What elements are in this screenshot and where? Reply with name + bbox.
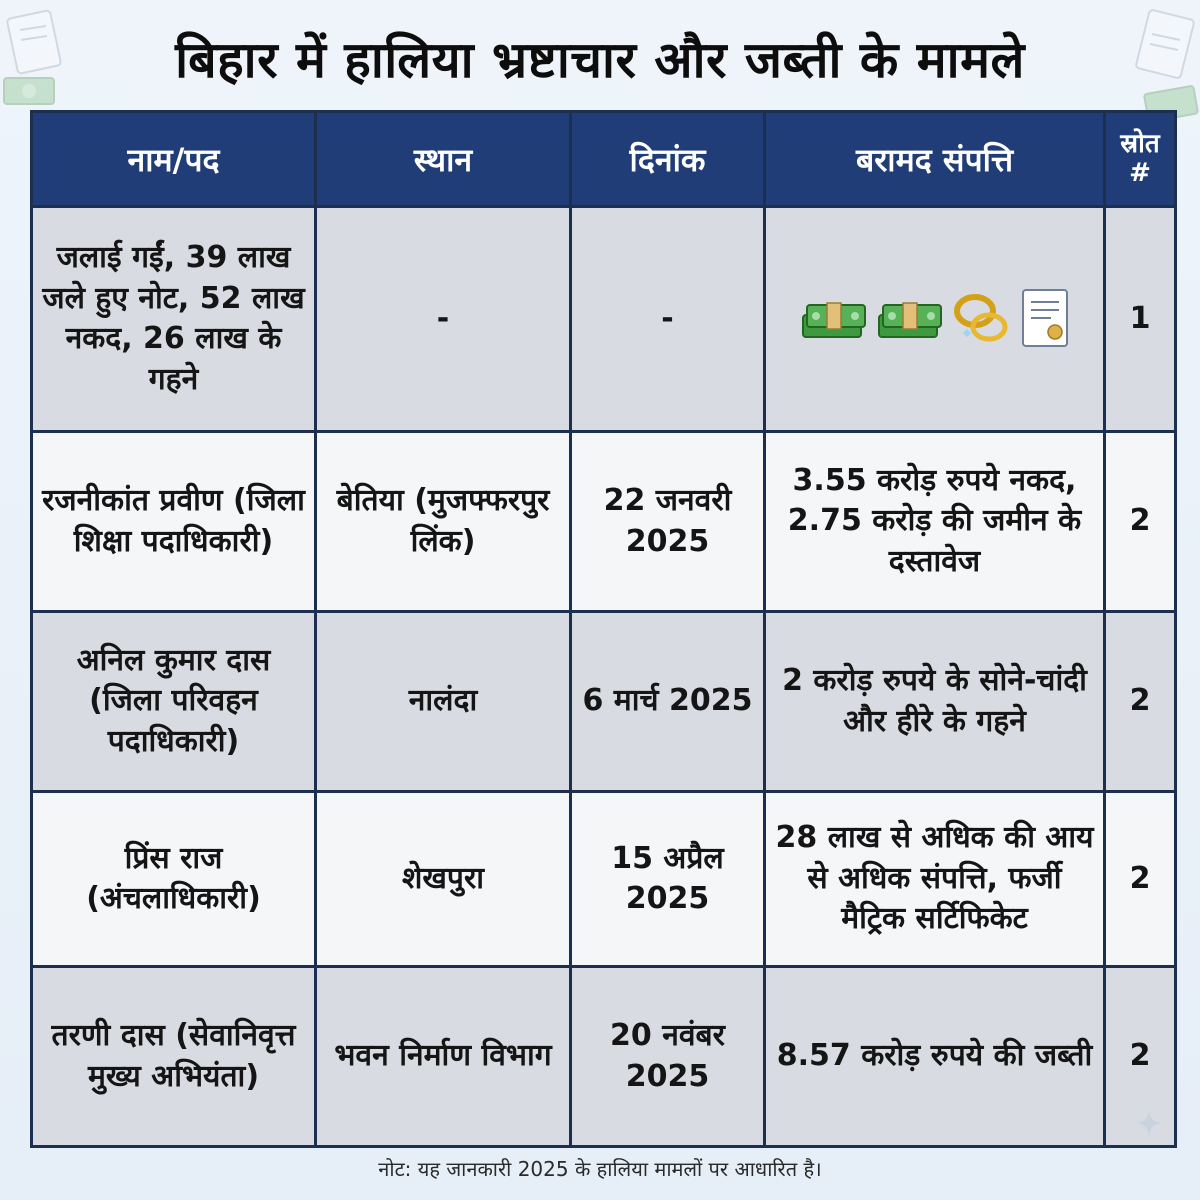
- column-header-assets: बरामद संपत्ति: [763, 110, 1106, 208]
- cell-assets: 8.57 करोड़ रुपये की जब्ती: [763, 965, 1106, 1148]
- cell-source: 2: [1103, 610, 1177, 793]
- cell-date: 20 नवंबर 2025: [569, 965, 766, 1148]
- cell-name: रजनीकांत प्रवीण (जिला शिक्षा पदाधिकारी): [30, 430, 317, 613]
- cell-source: 2: [1103, 790, 1177, 968]
- cell-assets: 3.55 करोड़ रुपये नकद, 2.75 करोड़ की जमीन…: [763, 430, 1106, 613]
- table-row: प्रिंस राज (अंचलाधिकारी) शेखपुरा 15 अप्र…: [30, 790, 1177, 968]
- footer-note: नोट: यह जानकारी 2025 के हालिया मामलों पर…: [378, 1157, 822, 1181]
- cell-assets: 28 लाख से अधिक की आय से अधिक संपत्ति, फर…: [763, 790, 1106, 968]
- cell-assets: [763, 205, 1106, 433]
- money-stack-icon: [877, 302, 942, 338]
- cell-source: 1: [1103, 205, 1177, 433]
- cases-table: नाम/पद स्थान दिनांक बरामद संपत्ति स्रोत …: [30, 110, 1177, 1148]
- cell-name: अनिल कुमार दास (जिला परिवहन पदाधिकारी): [30, 610, 317, 793]
- table-row: रजनीकांत प्रवीण (जिला शिक्षा पदाधिकारी) …: [30, 430, 1177, 613]
- cell-date: -: [569, 205, 766, 433]
- gold-rings-icon: [953, 294, 1007, 342]
- table-row: अनिल कुमार दास (जिला परिवहन पदाधिकारी) न…: [30, 610, 1177, 793]
- table-row: जलाई गईं, 39 लाख जले हुए नोट, 52 लाख नकद…: [30, 205, 1177, 433]
- document-icon: [6, 9, 62, 75]
- column-header-place: स्थान: [314, 110, 572, 208]
- cell-name: तरणी दास (सेवानिवृत्त मुख्य अभियंता): [30, 965, 317, 1148]
- cell-source: 2: [1103, 965, 1177, 1148]
- column-header-name: नाम/पद: [30, 110, 317, 208]
- column-header-source: स्रोत #: [1103, 110, 1177, 208]
- cell-date: 15 अप्रैल 2025: [569, 790, 766, 968]
- cell-name: प्रिंस राज (अंचलाधिकारी): [30, 790, 317, 968]
- cell-place: शेखपुरा: [314, 790, 572, 968]
- page-title: बिहार में हालिया भ्रष्टाचार और जब्ती के …: [175, 31, 1025, 89]
- cell-assets: 2 करोड़ रुपये के सोने-चांदी और हीरे के ग…: [763, 610, 1106, 793]
- cell-place: बेतिया (मुजफ्फरपुर लिंक): [314, 430, 572, 613]
- document-icon: [1135, 9, 1195, 79]
- certificate-document-icon: [1021, 289, 1068, 347]
- assets-icon-group: [774, 286, 1095, 352]
- money-stack-icon: [801, 302, 866, 338]
- cell-place: -: [314, 205, 572, 433]
- cell-date: 22 जनवरी 2025: [569, 430, 766, 613]
- cell-name: जलाई गईं, 39 लाख जले हुए नोट, 52 लाख नकद…: [30, 205, 317, 433]
- cell-place: नालंदा: [314, 610, 572, 793]
- table-row: तरणी दास (सेवानिवृत्त मुख्य अभियंता) भवन…: [30, 965, 1177, 1148]
- sparkle-icon: [1135, 1109, 1163, 1137]
- table-header-row: नाम/पद स्थान दिनांक बरामद संपत्ति स्रोत …: [30, 110, 1177, 208]
- money-icon: [3, 77, 55, 105]
- cell-source: 2: [1103, 430, 1177, 613]
- column-header-date: दिनांक: [569, 110, 766, 208]
- cell-date: 6 मार्च 2025: [569, 610, 766, 793]
- cell-place: भवन निर्माण विभाग: [314, 965, 572, 1148]
